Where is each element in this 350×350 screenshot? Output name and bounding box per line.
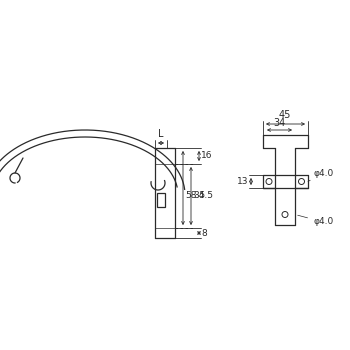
- Text: 8: 8: [201, 229, 207, 238]
- Text: 16: 16: [201, 152, 212, 161]
- Circle shape: [282, 211, 288, 217]
- Text: φ4.0: φ4.0: [308, 168, 333, 182]
- Text: 13: 13: [237, 177, 248, 186]
- Text: φ4.0: φ4.0: [298, 215, 333, 226]
- Text: 34.5: 34.5: [193, 191, 213, 201]
- Text: 34: 34: [273, 118, 285, 128]
- Text: 58.5: 58.5: [185, 191, 205, 201]
- Text: L: L: [158, 129, 164, 139]
- Bar: [157, 193, 165, 207]
- Text: 45: 45: [279, 110, 291, 120]
- Circle shape: [299, 178, 304, 184]
- Circle shape: [266, 178, 272, 184]
